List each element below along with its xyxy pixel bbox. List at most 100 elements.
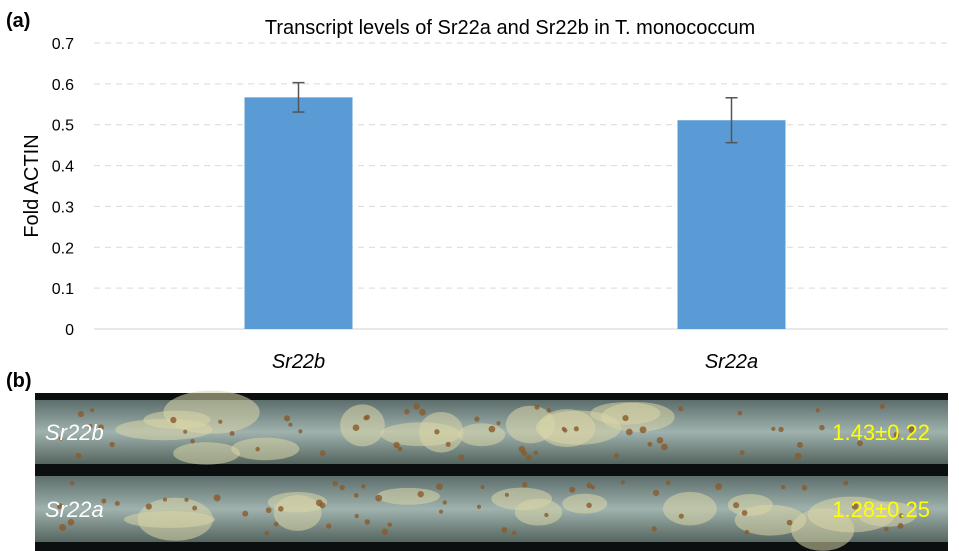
pustule bbox=[474, 416, 479, 421]
pustule bbox=[666, 480, 671, 485]
y-tick-label: 0.6 bbox=[52, 77, 74, 94]
pustule bbox=[819, 425, 824, 430]
pustule bbox=[264, 531, 269, 536]
pustule bbox=[288, 423, 292, 427]
figure: (a) Transcript levels of Sr22a and Sr22b… bbox=[0, 0, 959, 551]
pustule bbox=[353, 424, 360, 431]
pustule bbox=[733, 502, 739, 508]
pustule bbox=[326, 523, 331, 528]
pustule bbox=[255, 447, 260, 452]
y-tick-label: 0 bbox=[65, 322, 74, 339]
pustule bbox=[795, 453, 802, 460]
leaf-score: 1.28±0.25 bbox=[832, 497, 930, 522]
panel-label: (a) bbox=[6, 10, 30, 32]
pustule bbox=[512, 531, 516, 535]
pustule bbox=[569, 487, 575, 493]
lesion-patch bbox=[173, 442, 240, 465]
pustule bbox=[489, 426, 496, 433]
pustule bbox=[230, 431, 235, 436]
pustule bbox=[802, 485, 807, 490]
pustule bbox=[413, 403, 419, 409]
pustule bbox=[661, 444, 668, 451]
pustule bbox=[146, 503, 152, 509]
y-tick-label: 0.2 bbox=[52, 240, 74, 257]
lesion-patch bbox=[663, 492, 717, 526]
pustule bbox=[497, 421, 501, 425]
pustule bbox=[266, 507, 272, 513]
pustule bbox=[526, 455, 532, 461]
y-tick-label: 0.7 bbox=[52, 36, 74, 53]
pustule bbox=[419, 409, 426, 416]
pustule bbox=[404, 409, 409, 414]
pustule bbox=[90, 408, 94, 412]
pustule bbox=[657, 437, 664, 444]
pustule bbox=[679, 514, 684, 519]
pustule bbox=[778, 427, 783, 432]
x-tick-label: Sr22b bbox=[272, 351, 325, 373]
pustule bbox=[586, 503, 591, 508]
pustule bbox=[501, 527, 507, 533]
pustule bbox=[745, 530, 750, 535]
pustule bbox=[477, 505, 481, 509]
pustule bbox=[843, 481, 848, 486]
pustule bbox=[375, 495, 382, 502]
pustule bbox=[797, 442, 803, 448]
chart-title: Transcript levels of Sr22a and Sr22b in … bbox=[265, 17, 755, 39]
pustule bbox=[459, 455, 465, 461]
pustule bbox=[242, 511, 248, 517]
leaf-score: 1.43±0.22 bbox=[832, 420, 930, 445]
pustule bbox=[398, 447, 403, 452]
pustule bbox=[115, 501, 120, 506]
pustule bbox=[361, 484, 365, 488]
chart: (a) Transcript levels of Sr22a and Sr22b… bbox=[0, 0, 959, 551]
pustule bbox=[574, 426, 579, 431]
pustule bbox=[184, 498, 188, 502]
lesion-patch bbox=[274, 495, 322, 531]
pustule bbox=[563, 428, 567, 432]
pustule bbox=[76, 453, 82, 459]
bar bbox=[245, 97, 353, 329]
pustule bbox=[446, 442, 451, 447]
pustule bbox=[78, 411, 84, 417]
pustule bbox=[544, 513, 548, 517]
pustule bbox=[534, 405, 539, 410]
pustule bbox=[354, 493, 359, 498]
pustule bbox=[218, 420, 222, 424]
lesion-patch bbox=[515, 499, 562, 526]
pustule bbox=[434, 429, 439, 434]
pustule bbox=[284, 415, 290, 421]
pustule bbox=[547, 408, 551, 412]
pustule bbox=[742, 510, 748, 516]
pustule bbox=[880, 404, 885, 409]
pustule bbox=[190, 439, 195, 444]
pustule bbox=[436, 483, 443, 490]
pustule bbox=[678, 406, 683, 411]
pustule bbox=[355, 514, 359, 518]
pustule bbox=[715, 483, 722, 490]
lesion-patch bbox=[458, 423, 505, 446]
pustule bbox=[534, 451, 538, 455]
pustule bbox=[183, 430, 187, 434]
pustule bbox=[740, 450, 745, 455]
pustule bbox=[522, 482, 527, 487]
pustule bbox=[781, 485, 785, 489]
pustule bbox=[70, 481, 75, 486]
pustule bbox=[787, 520, 793, 526]
pustule bbox=[816, 408, 820, 412]
y-axis-label: Fold ACTIN bbox=[21, 134, 43, 237]
pustule bbox=[298, 429, 302, 433]
pustule bbox=[274, 522, 279, 527]
pustule bbox=[109, 442, 114, 447]
pustule bbox=[214, 494, 221, 501]
pustule bbox=[652, 526, 657, 531]
lesion-patch bbox=[562, 494, 607, 514]
pustule bbox=[163, 497, 167, 501]
lesion-patch bbox=[231, 438, 299, 461]
pustule bbox=[418, 491, 424, 497]
pustule bbox=[621, 480, 625, 484]
pustule bbox=[332, 481, 337, 486]
pustule bbox=[316, 499, 323, 506]
leaf-name: Sr22a bbox=[45, 497, 104, 522]
leaf-name: Sr22b bbox=[45, 420, 104, 445]
pustule bbox=[622, 415, 628, 421]
